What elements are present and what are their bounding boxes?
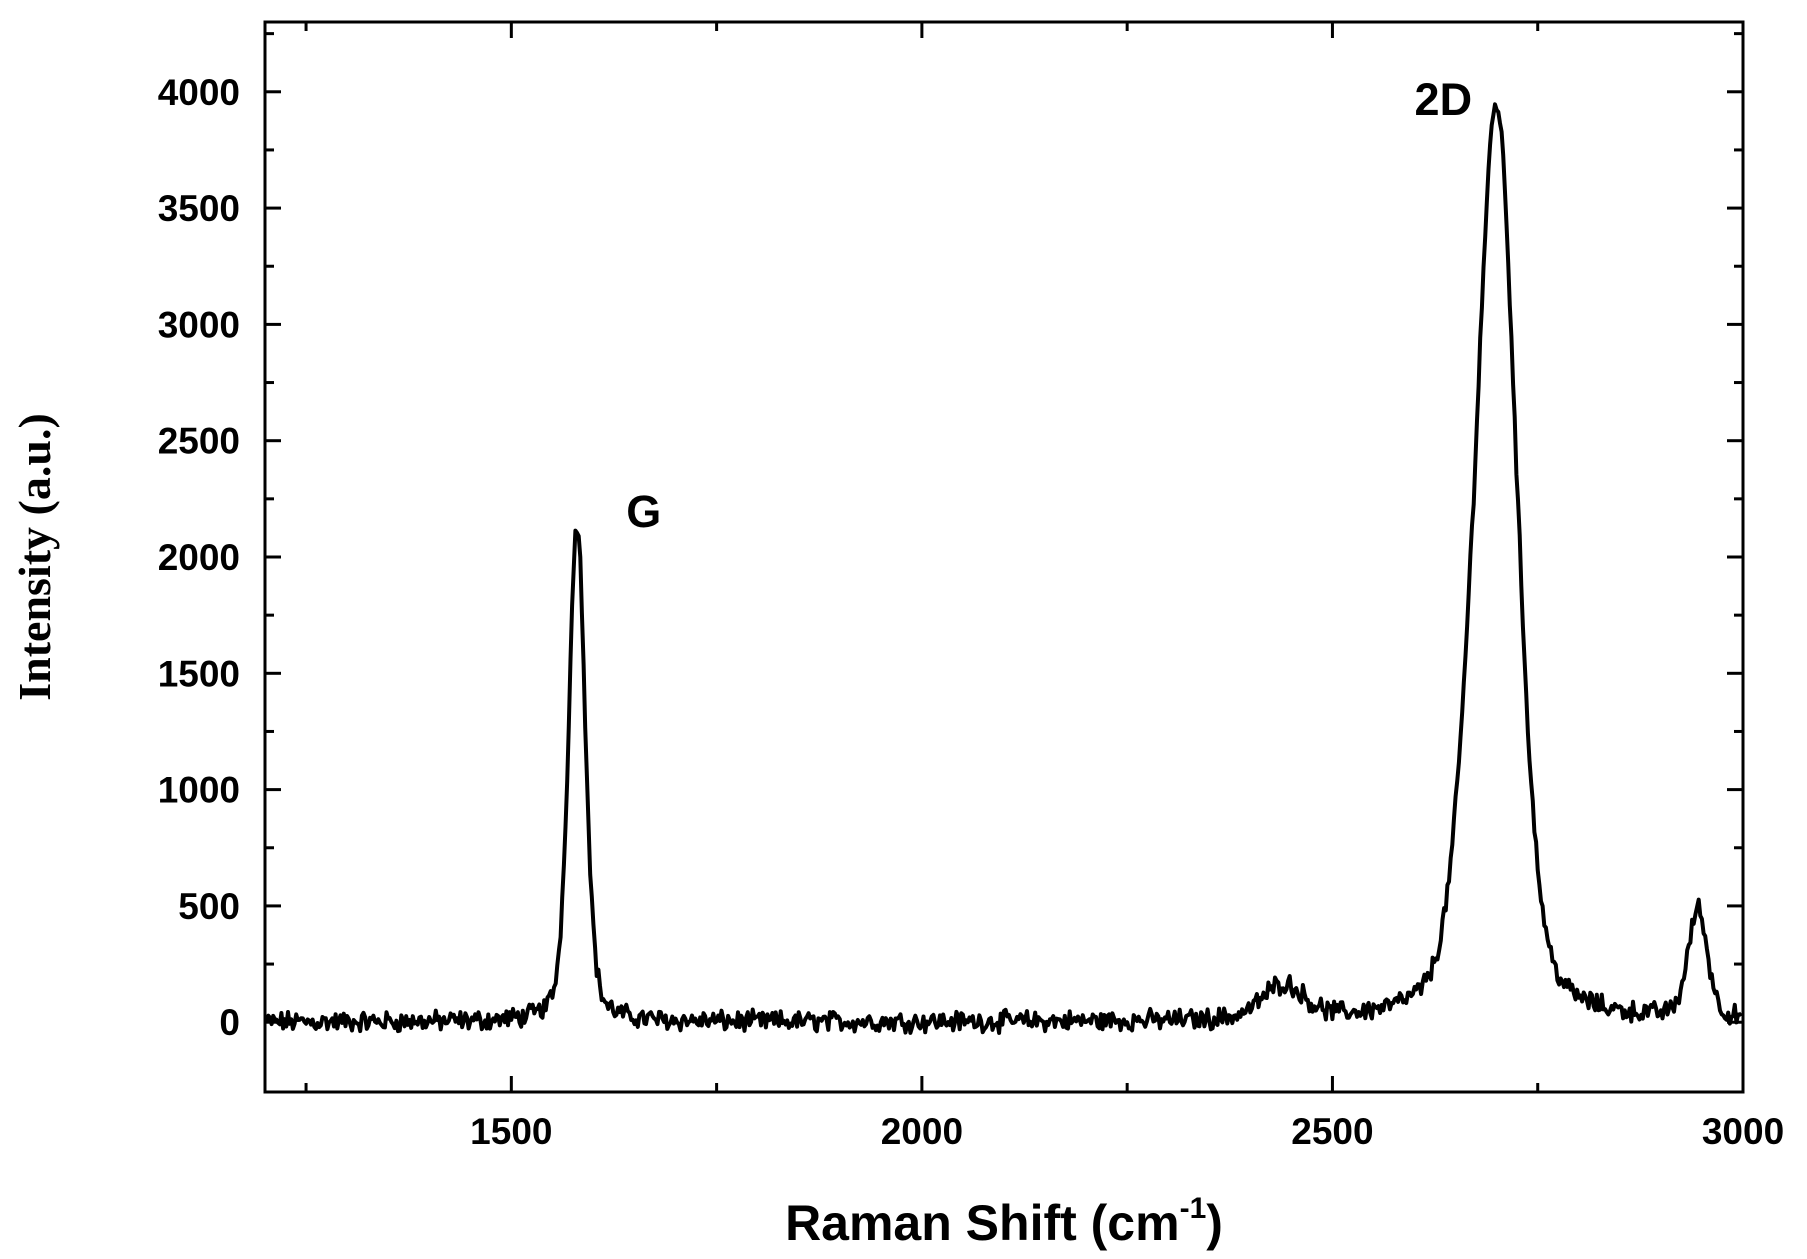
y-tick-label: 500 [178,886,240,927]
plot-frame [263,20,1745,1094]
peak-label-g: G [626,486,661,537]
y-tick-label: 4000 [158,72,240,113]
peak-annotations: G 2D [626,74,1472,537]
x-axis-title-main: Raman Shift (cm [785,1195,1180,1251]
x-axis-title: Raman Shift (cm-1) [785,1192,1223,1251]
x-axis-title-close: ) [1206,1195,1223,1251]
y-tick-label: 3000 [158,304,240,345]
x-tick-label: 3000 [1702,1111,1784,1152]
y-tick-label: 1000 [158,770,240,811]
y-tick-label: 0 [219,1002,240,1043]
y-tick-label: 2000 [158,537,240,578]
y-tick-label: 2500 [158,421,240,462]
x-tick-label: 1500 [470,1111,552,1152]
x-axis-title-sup: -1 [1180,1192,1207,1225]
y-tick-label: 1500 [158,653,240,694]
y-tick-label: 3500 [158,188,240,229]
x-tick-label: 2000 [881,1111,963,1152]
x-tick-label: 2500 [1291,1111,1373,1152]
y-axis-title: Intensity (a.u.) [9,413,60,701]
peak-label-2d: 2D [1415,74,1473,125]
tick-labels: 1500 2000 2500 3000 0 500 1000 1500 2000 2500 3000… [158,72,1784,1152]
spectrum-line [264,102,1743,1035]
